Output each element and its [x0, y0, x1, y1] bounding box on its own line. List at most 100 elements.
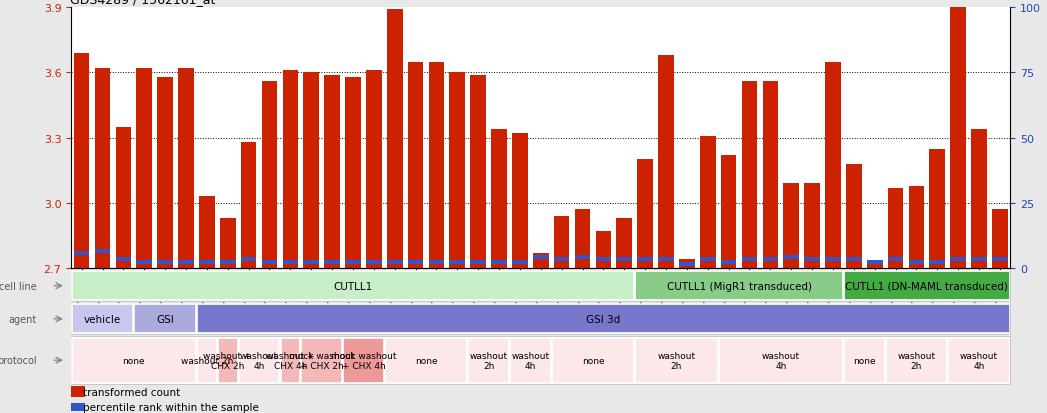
Bar [596, 258, 611, 262]
Bar [72, 271, 634, 301]
Bar [386, 260, 402, 264]
Bar [428, 260, 444, 264]
Bar [239, 338, 280, 383]
Text: washout +
CHX 4h: washout + CHX 4h [266, 351, 314, 370]
Bar [71, 386, 85, 397]
Bar [533, 256, 549, 259]
Text: washout
2h: washout 2h [469, 351, 508, 370]
Text: mock washout
+ CHX 2h: mock washout + CHX 2h [289, 351, 354, 370]
Bar [136, 260, 152, 264]
Bar [94, 249, 110, 253]
Bar [302, 338, 342, 383]
Bar [72, 304, 133, 334]
Text: washout
4h: washout 4h [762, 351, 800, 370]
Bar [825, 258, 841, 262]
Bar [993, 210, 1008, 268]
Bar [951, 8, 966, 268]
Bar [719, 338, 843, 383]
Text: none: none [122, 356, 146, 365]
Bar [343, 338, 383, 383]
Bar [783, 184, 799, 268]
Bar [659, 258, 674, 262]
Bar [554, 258, 570, 262]
Bar [617, 258, 632, 262]
Bar [304, 260, 319, 264]
Bar [972, 258, 987, 262]
Bar [491, 260, 507, 264]
Text: washout
2h: washout 2h [658, 351, 695, 370]
Bar [888, 188, 904, 268]
Bar [262, 82, 277, 268]
Bar [844, 338, 885, 383]
Bar [636, 271, 843, 301]
Bar [241, 258, 257, 262]
Bar [407, 260, 423, 264]
Bar [157, 78, 173, 268]
Bar [197, 338, 217, 383]
Bar [596, 232, 611, 268]
Text: washout
4h: washout 4h [960, 351, 998, 370]
Bar [449, 260, 465, 264]
Bar [283, 71, 298, 268]
Bar [909, 186, 925, 268]
Bar [930, 260, 945, 264]
Bar [512, 260, 528, 264]
Text: CUTLL1: CUTLL1 [333, 281, 373, 291]
Bar [241, 143, 257, 268]
Bar [575, 210, 591, 268]
Bar [804, 184, 820, 268]
Text: CUTLL1 (DN-MAML transduced): CUTLL1 (DN-MAML transduced) [845, 281, 1008, 291]
Bar [552, 338, 634, 383]
Bar [680, 262, 695, 266]
Bar [325, 76, 340, 268]
Bar [325, 260, 340, 264]
Bar [178, 69, 194, 268]
Bar [844, 271, 1009, 301]
Bar [470, 76, 486, 268]
Bar [930, 149, 945, 268]
Bar [825, 62, 841, 268]
Text: none: none [582, 356, 604, 365]
Bar [867, 264, 883, 268]
Bar [762, 82, 778, 268]
Text: GSI: GSI [156, 314, 174, 324]
Bar [533, 253, 549, 268]
Bar [470, 260, 486, 264]
Bar [949, 338, 1009, 383]
Bar [993, 258, 1008, 262]
Bar [281, 338, 300, 383]
Text: protocol: protocol [0, 355, 37, 366]
Bar [512, 134, 528, 268]
Text: GDS4289 / 1562161_at: GDS4289 / 1562161_at [70, 0, 216, 6]
Bar [283, 260, 298, 264]
Bar [680, 260, 695, 268]
Bar [636, 338, 717, 383]
Bar [407, 62, 423, 268]
Bar [659, 56, 674, 268]
Bar [115, 258, 131, 262]
Text: agent: agent [8, 314, 37, 324]
Bar [134, 304, 196, 334]
Bar [218, 338, 238, 383]
Bar [638, 160, 653, 268]
Bar [346, 260, 361, 264]
Bar [346, 78, 361, 268]
Bar [220, 260, 236, 264]
Bar [491, 130, 507, 268]
Bar [178, 260, 194, 264]
Bar [720, 156, 736, 268]
Bar [94, 69, 110, 268]
Bar [73, 54, 89, 268]
Bar [220, 218, 236, 268]
Text: washout
2h: washout 2h [897, 351, 936, 370]
Text: none: none [415, 356, 438, 365]
Bar [199, 260, 215, 264]
Text: vehicle: vehicle [84, 314, 121, 324]
Bar [909, 260, 925, 264]
Bar [846, 258, 862, 262]
Text: washout
4h: washout 4h [511, 351, 550, 370]
Bar [71, 404, 85, 411]
Bar [157, 260, 173, 264]
Bar [762, 258, 778, 262]
Bar [428, 62, 444, 268]
